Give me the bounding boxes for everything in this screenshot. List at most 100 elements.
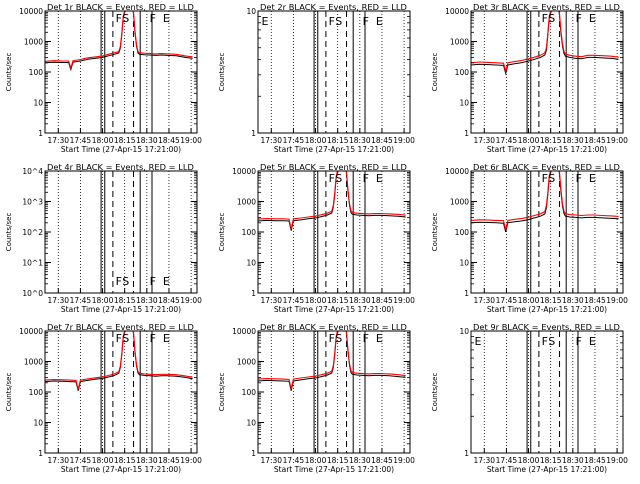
x-tick-label: 19:00 <box>393 136 415 145</box>
y-tick-label: 10 <box>246 419 256 428</box>
x-tick-label: 17:30 <box>260 456 282 465</box>
x-axis-label: Start Time (27-Apr-15 17:21:00) <box>487 305 607 314</box>
x-tick-label: 18:00 <box>518 456 540 465</box>
interval-label: F <box>150 12 156 25</box>
x-tick-label: 18:45 <box>371 456 393 465</box>
x-tick-label: 18:15 <box>327 296 349 305</box>
y-tick-label: 1 <box>251 449 256 458</box>
y-tick-label: 100 <box>455 228 470 237</box>
interval-label: E <box>163 275 170 288</box>
x-tick-label: 19:00 <box>180 296 202 305</box>
x-tick-label: 19:00 <box>180 456 202 465</box>
y-tick-label: 1 <box>38 449 43 458</box>
interval-label: E <box>376 15 383 28</box>
x-tick-label: 18:45 <box>371 136 393 145</box>
interval-label: E <box>376 332 383 345</box>
y-tick-label: 1000 <box>237 358 256 367</box>
panel-title: Det 6r BLACK = Events, RED = LLD <box>473 162 620 172</box>
x-tick-label: 18:30 <box>562 296 584 305</box>
interval-label: E <box>376 172 383 185</box>
interval-label: F <box>116 12 122 25</box>
x-tick-label: 18:30 <box>136 136 158 145</box>
x-tick-label: 18:00 <box>305 136 327 145</box>
interval-label: S <box>548 12 555 25</box>
interval-label: F <box>150 275 156 288</box>
x-tick-label: 17:45 <box>283 296 305 305</box>
x-axis-label: Start Time (27-Apr-15 17:21:00) <box>61 465 181 474</box>
interval-label: F <box>576 172 582 185</box>
y-tick-label: 1 <box>464 289 469 298</box>
y-tick-label: 1 <box>251 129 256 138</box>
x-tick-label: 17:30 <box>473 296 495 305</box>
x-tick-label: 18:45 <box>158 456 180 465</box>
interval-label: F <box>576 335 582 348</box>
interval-label: F <box>363 172 369 185</box>
y-tick-label: 10000 <box>445 167 469 176</box>
y-tick-label: 100 <box>242 228 257 237</box>
x-tick-label: 18:00 <box>305 456 327 465</box>
panel-title: Det 2r BLACK = Events, RED = LLD <box>260 2 407 12</box>
x-axis-label: Start Time (27-Apr-15 17:21:00) <box>487 145 607 154</box>
interval-label: F <box>116 275 122 288</box>
x-tick-label: 17:45 <box>70 296 92 305</box>
x-axis-label: Start Time (27-Apr-15 17:21:00) <box>274 465 394 474</box>
x-axis-label: Start Time (27-Apr-15 17:21:00) <box>61 305 181 314</box>
x-tick-label: 17:30 <box>47 456 69 465</box>
y-tick-label: 1 <box>464 129 469 138</box>
y-tick-label: 1000 <box>237 198 256 207</box>
x-tick-label: 19:00 <box>606 296 628 305</box>
x-tick-label: 17:45 <box>283 456 305 465</box>
plot-frame <box>470 10 624 134</box>
x-axis-label: Start Time (27-Apr-15 17:21:00) <box>274 145 394 154</box>
y-tick-label: 10 <box>246 259 256 268</box>
x-tick-label: 18:30 <box>349 456 371 465</box>
interval-label: E <box>163 332 170 345</box>
y-tick-label: 1000 <box>24 38 43 47</box>
x-tick-label: 18:15 <box>114 136 136 145</box>
x-tick-label: 18:45 <box>584 136 606 145</box>
panel-title: Det 8r BLACK = Events, RED = LLD <box>260 322 407 332</box>
y-tick-label: 10 <box>246 7 256 16</box>
x-tick-label: 18:15 <box>327 456 349 465</box>
interval-label: E <box>589 172 596 185</box>
interval-label: S <box>335 332 342 345</box>
interval-label: S <box>335 172 342 185</box>
x-tick-label: 18:45 <box>584 296 606 305</box>
x-tick-label: 18:00 <box>92 296 114 305</box>
x-tick-label: 18:15 <box>114 456 136 465</box>
x-tick-label: 18:45 <box>158 136 180 145</box>
y-tick-label: 1000 <box>24 358 43 367</box>
y-axis-label: Counts/sec <box>218 373 226 412</box>
interval-label: E <box>163 12 170 25</box>
y-tick-label: 1000 <box>450 38 469 47</box>
x-tick-label: 18:00 <box>92 456 114 465</box>
y-axis-label: Counts/sec <box>5 373 13 412</box>
interval-label: F <box>329 172 335 185</box>
x-tick-label: 18:30 <box>349 296 371 305</box>
x-tick-label: 18:30 <box>562 136 584 145</box>
y-axis-label: Counts/sec <box>431 373 439 412</box>
panel-title: Det 5r BLACK = Events, RED = LLD <box>260 162 407 172</box>
lld-series <box>258 331 406 390</box>
x-tick-label: 18:15 <box>540 456 562 465</box>
interval-label: F <box>542 335 548 348</box>
y-tick-label: 100 <box>242 388 257 397</box>
x-tick-label: 17:45 <box>70 136 92 145</box>
x-axis-label: Start Time (27-Apr-15 17:21:00) <box>274 305 394 314</box>
plot-frame <box>470 170 624 294</box>
x-tick-label: 17:45 <box>496 296 518 305</box>
panel-title: Det 7r BLACK = Events, RED = LLD <box>47 322 194 332</box>
interval-label: F <box>150 332 156 345</box>
plot-frame <box>44 330 198 454</box>
y-tick-label: 10^3 <box>22 198 43 207</box>
y-tick-label: 10000 <box>19 7 43 16</box>
x-tick-label: 17:45 <box>283 136 305 145</box>
lld-series <box>471 11 619 74</box>
